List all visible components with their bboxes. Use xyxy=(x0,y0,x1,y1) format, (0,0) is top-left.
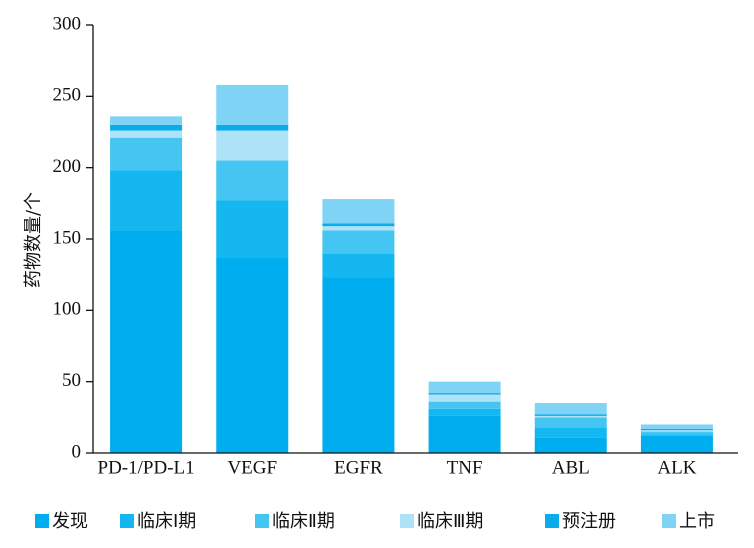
bar-segment xyxy=(428,401,501,409)
bar-segment xyxy=(428,408,501,416)
bar-segment xyxy=(534,427,607,438)
bar-segment xyxy=(428,394,501,402)
bar-segment xyxy=(534,437,607,453)
legend-label: 发现 xyxy=(52,511,88,532)
bar-segment xyxy=(640,434,713,436)
bar-segment xyxy=(110,116,183,125)
bar-segment xyxy=(216,130,289,161)
bar-segment xyxy=(534,414,607,416)
bar-segment xyxy=(322,230,395,254)
bar-segment xyxy=(534,417,607,428)
bar-segment xyxy=(216,84,289,125)
bar-segment xyxy=(322,253,395,278)
bar-segment xyxy=(110,124,183,131)
y-axis-label: 药物数量/个 xyxy=(23,192,44,288)
bar-segment xyxy=(534,415,607,418)
legend-label: 临床Ⅰ期 xyxy=(137,511,196,532)
bar-segment xyxy=(216,257,289,453)
bar-segment xyxy=(110,130,183,138)
bar-segment xyxy=(322,223,395,227)
legend-swatch xyxy=(400,514,414,528)
bar-segment xyxy=(322,277,395,453)
bar-segment xyxy=(216,160,289,201)
y-tick-label: 0 xyxy=(72,441,82,462)
bar-segment xyxy=(322,199,395,224)
bar-segment xyxy=(640,424,713,429)
bar-segment xyxy=(216,124,289,131)
bar-segment xyxy=(110,230,183,453)
bar-segment xyxy=(640,431,713,435)
bar-segment xyxy=(640,435,713,453)
x-tick-label: ABL xyxy=(552,457,590,478)
bar-segment xyxy=(534,403,607,415)
legend-label: 临床Ⅲ期 xyxy=(417,511,483,532)
x-tick-label: TNF xyxy=(447,457,483,478)
legend-label: 预注册 xyxy=(562,511,616,532)
x-tick-label: EGFR xyxy=(334,457,383,478)
y-tick-label: 150 xyxy=(53,227,82,248)
bar-segment xyxy=(110,137,183,171)
bar-segment xyxy=(428,381,501,394)
legend-swatch xyxy=(662,514,676,528)
bar-segment xyxy=(428,393,501,395)
bar-segment xyxy=(640,428,713,431)
legend-swatch xyxy=(255,514,269,528)
legend-swatch xyxy=(545,514,559,528)
bar-segment xyxy=(216,200,289,258)
legend-label: 上市 xyxy=(679,511,715,532)
x-tick-label: VEGF xyxy=(227,457,277,478)
legend-swatch xyxy=(120,514,134,528)
bar-segment xyxy=(110,170,183,231)
y-tick-label: 250 xyxy=(53,85,82,106)
y-tick-label: 300 xyxy=(53,13,82,34)
y-tick-label: 100 xyxy=(53,299,82,320)
bar-segment xyxy=(640,430,713,432)
legend-swatch xyxy=(35,514,49,528)
y-tick-label: 50 xyxy=(62,370,81,391)
bar-segment xyxy=(428,415,501,453)
x-tick-label: ALK xyxy=(657,457,696,478)
x-tick-label: PD-1/PD-L1 xyxy=(98,457,195,478)
bar-segment xyxy=(322,226,395,231)
y-tick-label: 200 xyxy=(53,156,82,177)
legend-label: 临床Ⅱ期 xyxy=(272,511,335,532)
